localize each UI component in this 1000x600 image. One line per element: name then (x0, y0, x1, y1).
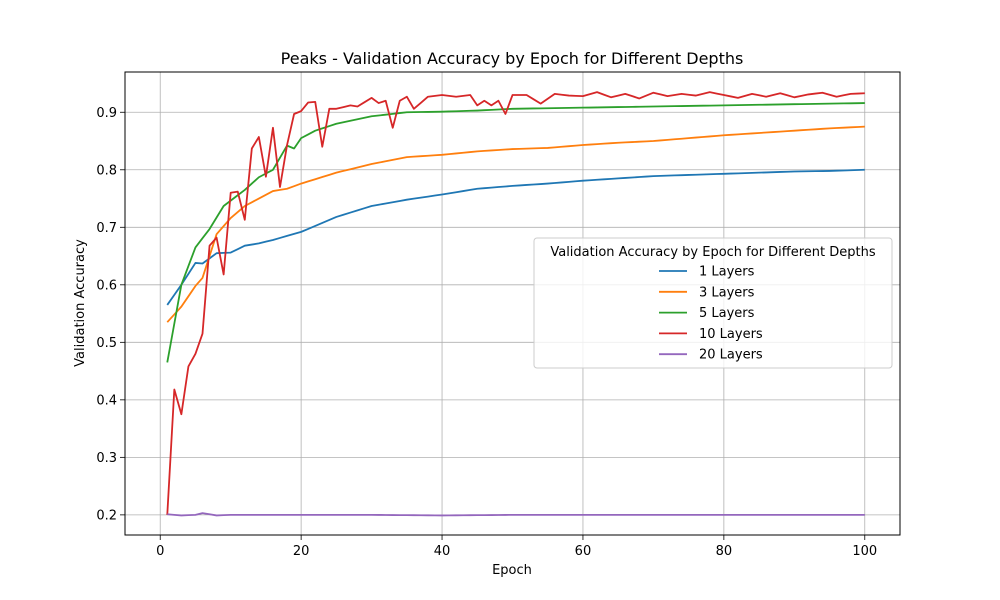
legend-entries: 1 Layers 3 Layers 5 Layers 10 Layers 20 Laye… (659, 265, 763, 363)
legend: Validation Accuracy by Epoch for Differe… (533, 237, 893, 369)
y-ticks: 0.2 0.3 0.4 0.5 0.6 0.7 0.8 0.9 (96, 106, 125, 523)
y-axis-label: Validation Accuracy (73, 239, 88, 367)
legend-label: 10 Layers (699, 327, 763, 342)
series-line-5-layers (166, 102, 865, 363)
y-tick-label: 0.4 (96, 393, 117, 408)
x-tick-label: 60 (575, 544, 592, 559)
chart-title: Peaks - Validation Accuracy by Epoch for… (281, 49, 744, 68)
x-tick-label: 20 (293, 544, 310, 559)
y-tick-label: 0.5 (96, 336, 117, 351)
series-line-1-layers (166, 168, 865, 306)
legend-label: 20 Layers (699, 348, 763, 363)
x-ticks: 0 20 40 60 80 100 (156, 535, 877, 559)
y-tick-label: 0.8 (96, 163, 117, 178)
series-line-3-layers (166, 125, 865, 323)
legend-label: 1 Layers (699, 265, 755, 280)
x-axis-label: Epoch (492, 563, 532, 578)
x-tick-label: 0 (156, 544, 164, 559)
x-tick-label: 40 (434, 544, 451, 559)
legend-label: 3 Layers (699, 285, 755, 300)
y-tick-label: 0.7 (96, 221, 117, 236)
legend-label: 5 Layers (699, 306, 755, 321)
x-tick-label: 80 (716, 544, 733, 559)
series-line-10-layers (166, 91, 865, 515)
series-line-20-layers (167, 512, 865, 517)
series-layer (166, 91, 865, 517)
y-tick-label: 0.6 (96, 278, 117, 293)
y-tick-label: 0.2 (96, 508, 117, 523)
plot-frame (124, 71, 901, 536)
y-tick-label: 0.3 (96, 451, 117, 466)
y-tick-label: 0.9 (96, 106, 117, 121)
x-tick-label: 100 (852, 544, 877, 559)
legend-box (533, 237, 893, 369)
legend-title: Validation Accuracy by Epoch for Differe… (550, 245, 876, 260)
